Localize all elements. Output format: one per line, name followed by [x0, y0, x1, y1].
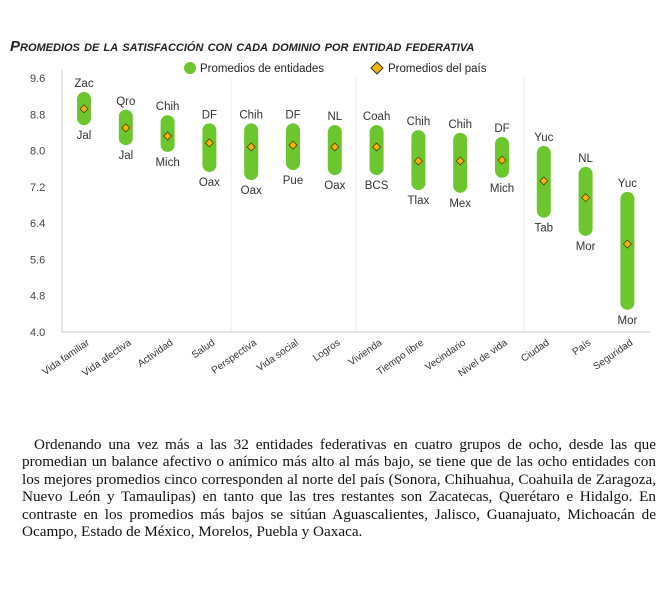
max-entity-label: Chih	[156, 101, 180, 113]
min-entity-label: Oax	[199, 177, 220, 189]
y-tick-label: 9.6	[30, 73, 45, 85]
legend-label: Promedios de entidades	[200, 63, 324, 75]
max-entity-label: Yuc	[534, 132, 553, 144]
y-tick-label: 8.0	[30, 146, 45, 158]
min-entity-label: Oax	[241, 185, 262, 197]
min-entity-label: Mor	[617, 315, 637, 327]
min-entity-label: Mor	[576, 241, 596, 253]
y-tick-label: 6.4	[30, 218, 45, 230]
y-tick-label: 4.0	[30, 327, 45, 339]
min-entity-label: Mich	[490, 183, 514, 195]
x-tick-label: Logros	[311, 337, 342, 364]
max-entity-label: DF	[202, 109, 217, 121]
national-mean-marker	[79, 104, 89, 114]
range-bar	[244, 123, 259, 181]
legend-diamond-marker	[370, 61, 384, 75]
national-mean-marker	[455, 156, 465, 166]
national-mean-marker	[163, 131, 173, 141]
max-entity-label: Qro	[116, 96, 135, 108]
y-tick-label: 8.8	[30, 109, 45, 121]
x-tick-label: Ciudad	[519, 337, 551, 364]
x-tick-label: País	[571, 337, 594, 357]
max-entity-label: Chih	[448, 119, 472, 131]
x-tick-label: Seguridad	[591, 337, 635, 372]
x-tick-label: Salud	[190, 337, 217, 361]
min-entity-label: BCS	[365, 180, 389, 192]
national-mean-marker	[330, 142, 340, 152]
national-mean-marker	[204, 138, 214, 148]
x-tick-label: Perspectiva	[210, 337, 259, 376]
y-tick-label: 4.8	[30, 291, 45, 303]
max-entity-label: DF	[285, 109, 300, 121]
national-mean-marker	[413, 156, 423, 166]
max-entity-label: Coah	[363, 111, 391, 123]
min-entity-label: Tab	[535, 223, 554, 235]
national-mean-marker	[622, 239, 632, 249]
range-bar	[202, 123, 217, 172]
body-paragraph: Ordenando una vez más a las 32 entidades…	[22, 436, 656, 541]
min-entity-label: Oax	[324, 180, 345, 192]
min-entity-label: Mich	[155, 157, 179, 169]
national-mean-marker	[246, 142, 256, 152]
national-mean-marker	[497, 155, 507, 165]
min-entity-label: Jal	[118, 150, 133, 162]
max-entity-label: Chih	[407, 116, 431, 128]
national-mean-marker	[539, 176, 549, 186]
min-entity-label: Jal	[77, 130, 92, 142]
min-entity-label: Mex	[449, 198, 471, 210]
range-bar	[620, 191, 635, 310]
legend-label: Promedios del país	[388, 63, 487, 75]
legend-bar-marker	[184, 62, 196, 74]
max-entity-label: Chih	[239, 109, 263, 121]
chart-title: Promedios de la satisfacción con cada do…	[10, 38, 475, 55]
max-entity-label: NL	[327, 111, 342, 123]
national-mean-marker	[121, 123, 131, 133]
national-mean-marker	[372, 142, 382, 152]
y-tick-label: 7.2	[30, 182, 45, 194]
max-entity-label: Zac	[74, 78, 93, 90]
national-mean-marker	[288, 140, 298, 150]
max-entity-label: Yuc	[618, 178, 637, 190]
min-entity-label: Pue	[283, 175, 303, 187]
max-entity-label: DF	[494, 123, 509, 135]
min-entity-label: Tlax	[408, 195, 430, 207]
x-tick-label: Actividad	[136, 337, 176, 369]
range-chart: 9.6 8.8 8.0 7.2 6.4 5.6 4.8 4.0 Promedios de ent…	[30, 61, 650, 379]
x-tick-label: Tiempo libre	[375, 337, 426, 378]
national-mean-marker	[581, 193, 591, 203]
max-entity-label: NL	[578, 153, 593, 165]
x-tick-label: Vida social	[255, 337, 301, 374]
y-tick-label: 5.6	[30, 254, 45, 266]
x-tick-label: Vivienda	[347, 337, 385, 368]
